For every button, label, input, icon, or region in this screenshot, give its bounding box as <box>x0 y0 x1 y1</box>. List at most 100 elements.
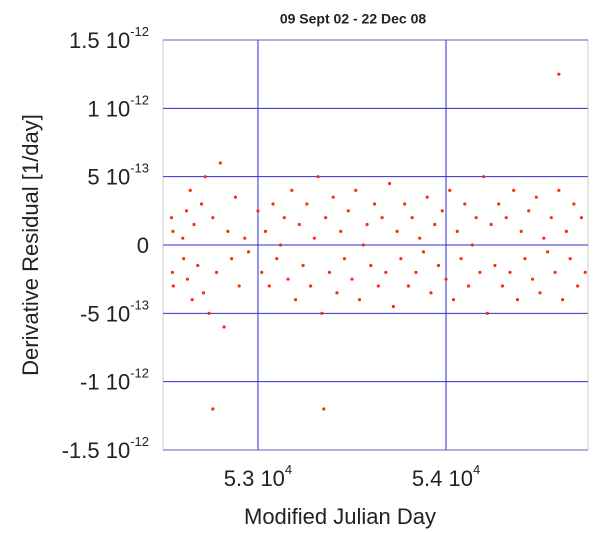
y-tick-label-exponent: -12 <box>130 366 149 381</box>
x-axis-label: Modified Julian Day <box>244 504 436 529</box>
point <box>534 195 538 199</box>
point <box>331 195 335 199</box>
point <box>218 161 222 165</box>
point <box>346 209 350 213</box>
point <box>290 188 294 192</box>
point <box>357 298 362 302</box>
point <box>576 284 580 288</box>
point <box>185 277 190 281</box>
point <box>474 216 478 220</box>
point <box>169 216 174 220</box>
point <box>320 311 324 315</box>
point <box>470 243 474 247</box>
point <box>309 284 313 288</box>
point <box>512 188 516 192</box>
point <box>403 202 407 206</box>
y-tick-label-base: -1 10 <box>80 369 130 394</box>
y-tick-label-exponent: -12 <box>130 434 149 449</box>
point <box>188 188 192 192</box>
point <box>237 284 241 288</box>
point <box>324 216 328 220</box>
y-tick-label-exponent: -12 <box>130 93 149 108</box>
point <box>361 243 365 247</box>
point <box>523 257 527 261</box>
y-tick-label: 1 10-12 <box>87 93 149 121</box>
point <box>263 229 268 233</box>
x-tick-label-exponent: 4 <box>473 462 480 477</box>
point <box>312 236 316 240</box>
plot-frame <box>162 39 589 451</box>
point <box>226 229 230 233</box>
point <box>203 175 207 179</box>
point <box>414 270 418 274</box>
point <box>327 270 332 274</box>
point <box>214 270 219 274</box>
point <box>222 325 226 329</box>
point <box>342 257 347 261</box>
point <box>497 202 501 206</box>
y-tick-label: -1 10-12 <box>80 366 149 394</box>
point <box>275 257 279 261</box>
point <box>388 181 392 186</box>
point <box>557 72 561 76</box>
x-tick-label-base: 5.4 10 <box>412 466 473 491</box>
point <box>316 175 320 179</box>
point <box>545 250 550 254</box>
point <box>504 216 508 220</box>
y-tick-label: 0 <box>137 233 149 258</box>
point <box>243 236 247 240</box>
point <box>444 277 448 281</box>
point <box>455 229 459 233</box>
point <box>233 195 238 199</box>
y-tick-label-exponent: -13 <box>130 161 149 176</box>
y-axis-label: Derivative Residual [1/day] <box>18 114 43 376</box>
point <box>184 209 189 213</box>
point <box>372 202 377 206</box>
point <box>354 188 358 192</box>
point <box>267 284 271 288</box>
y-tick-label: 1.5 10-12 <box>69 24 149 52</box>
point <box>561 298 565 302</box>
y-tick-label-exponent: -12 <box>130 24 149 39</box>
point <box>448 188 452 192</box>
point <box>482 175 486 179</box>
point <box>500 284 505 288</box>
point <box>260 270 264 274</box>
point <box>436 263 441 268</box>
point <box>549 216 553 220</box>
point <box>564 229 568 233</box>
point <box>293 298 298 302</box>
point <box>286 277 290 281</box>
point <box>572 202 576 206</box>
x-tick-label-base: 5.3 10 <box>224 466 285 491</box>
point <box>376 284 380 288</box>
x-tick-label-exponent: 4 <box>285 462 292 477</box>
point <box>339 229 343 233</box>
y-tick-label: -1.5 10-12 <box>62 434 149 462</box>
point <box>508 270 512 274</box>
point <box>391 304 395 309</box>
point <box>553 270 557 274</box>
point <box>190 298 194 302</box>
point <box>246 250 251 254</box>
point <box>583 270 587 274</box>
point <box>384 270 388 274</box>
point <box>230 257 234 261</box>
point <box>201 291 206 295</box>
point <box>305 202 309 206</box>
point <box>301 263 305 268</box>
point <box>182 257 186 261</box>
point <box>380 216 384 220</box>
point <box>493 263 497 268</box>
point <box>440 209 444 213</box>
x-tick-label: 5.4 104 <box>412 462 480 490</box>
point <box>322 407 326 411</box>
y-tick-label-base: -1.5 10 <box>62 438 131 463</box>
point <box>527 209 531 213</box>
point <box>478 270 482 274</box>
y-tick-label-exponent: -13 <box>130 298 149 313</box>
y-tick-label: -5 10-13 <box>80 298 149 326</box>
point <box>181 236 185 240</box>
point <box>199 202 204 206</box>
